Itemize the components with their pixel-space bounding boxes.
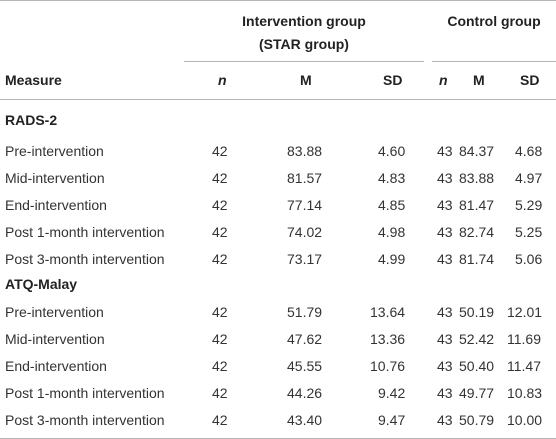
int-sd: 4.60	[378, 143, 406, 159]
int-n: 42	[212, 358, 228, 374]
ctl-n: 43	[437, 251, 453, 267]
ctl-m: 84.37	[459, 143, 495, 159]
row-label: Mid-intervention	[5, 331, 105, 347]
row-label: Pre-intervention	[5, 304, 104, 320]
section-title: RADS-2	[5, 112, 58, 128]
row-label: Post 3-month intervention	[5, 412, 165, 428]
ctl-m-column-header: M	[473, 72, 485, 88]
int-n-column-header: n	[218, 72, 227, 88]
ctl-n: 43	[437, 385, 453, 401]
row-label: End-intervention	[5, 197, 107, 213]
int-m: 83.88	[287, 143, 323, 159]
int-m: 44.26	[287, 385, 323, 401]
ctl-n: 43	[437, 224, 453, 240]
int-n: 42	[212, 143, 228, 159]
ctl-m: 50.40	[459, 358, 495, 374]
ctl-sd: 11.47	[507, 358, 541, 374]
ctl-sd: 4.68	[515, 143, 543, 159]
int-n: 42	[212, 251, 228, 267]
ctl-n: 43	[437, 197, 453, 213]
ctl-n: 43	[437, 358, 453, 374]
header-rule	[0, 99, 556, 100]
int-n: 42	[212, 224, 228, 240]
int-m: 81.57	[287, 170, 323, 186]
ctl-m: 83.88	[459, 170, 495, 186]
ctl-m: 50.79	[459, 412, 495, 428]
int-sd-column-header: SD	[383, 72, 403, 88]
intervention-group-header-line2: (STAR group)	[259, 36, 349, 52]
row-label: Mid-intervention	[5, 170, 105, 186]
int-m-column-header: M	[300, 72, 312, 88]
ctl-sd: 5.29	[515, 197, 543, 213]
int-sd: 4.83	[378, 170, 406, 186]
int-sd: 13.36	[370, 331, 406, 347]
intervention-group-underline	[184, 61, 424, 62]
int-sd: 13.64	[370, 304, 406, 320]
ctl-sd: 5.06	[515, 251, 543, 267]
ctl-n: 43	[437, 412, 453, 428]
int-sd: 4.85	[378, 197, 406, 213]
int-m: 45.55	[287, 358, 323, 374]
int-n: 42	[212, 304, 228, 320]
ctl-n: 43	[437, 170, 453, 186]
int-m: 47.62	[287, 331, 323, 347]
row-label: Post 1-month intervention	[5, 224, 165, 240]
row-label: Post 3-month intervention	[5, 251, 165, 267]
int-sd: 9.42	[378, 385, 406, 401]
ctl-n: 43	[437, 143, 453, 159]
int-m: 43.40	[287, 412, 323, 428]
ctl-sd: 5.25	[515, 224, 543, 240]
ctl-m: 52.42	[459, 331, 495, 347]
ctl-m: 81.47	[459, 197, 495, 213]
int-sd: 4.98	[378, 224, 406, 240]
int-m: 74.02	[287, 224, 323, 240]
int-n: 42	[212, 385, 228, 401]
ctl-n-column-header: n	[439, 72, 448, 88]
ctl-n: 43	[437, 304, 453, 320]
int-sd: 4.99	[378, 251, 406, 267]
ctl-m: 81.74	[459, 251, 495, 267]
section-title: ATQ-Malay	[5, 276, 78, 292]
int-n: 42	[212, 170, 228, 186]
ctl-sd: 10.00	[507, 412, 543, 428]
int-m: 51.79	[287, 304, 323, 320]
control-group-underline	[432, 61, 556, 62]
row-label: Post 1-month intervention	[5, 385, 165, 401]
top-rule	[0, 0, 556, 1]
ctl-sd: 12.01	[507, 304, 543, 320]
int-sd: 9.47	[378, 412, 406, 428]
ctl-sd: 10.83	[507, 385, 543, 401]
int-n: 42	[212, 412, 228, 428]
int-sd: 10.76	[370, 358, 406, 374]
ctl-sd-column-header: SD	[520, 72, 540, 88]
control-group-header: Control group	[447, 13, 541, 29]
int-n: 42	[212, 331, 228, 347]
int-m: 73.17	[287, 251, 323, 267]
ctl-n: 43	[437, 331, 453, 347]
row-label: Pre-intervention	[5, 143, 104, 159]
row-label: End-intervention	[5, 358, 107, 374]
intervention-group-header-line1: Intervention group	[242, 13, 366, 29]
ctl-sd: 4.97	[515, 170, 543, 186]
ctl-m: 50.19	[459, 304, 495, 320]
int-n: 42	[212, 197, 228, 213]
int-m: 77.14	[287, 197, 323, 213]
measure-column-header: Measure	[5, 72, 62, 88]
ctl-sd: 11.69	[507, 331, 541, 347]
ctl-m: 49.77	[459, 385, 495, 401]
ctl-m: 82.74	[459, 224, 495, 240]
